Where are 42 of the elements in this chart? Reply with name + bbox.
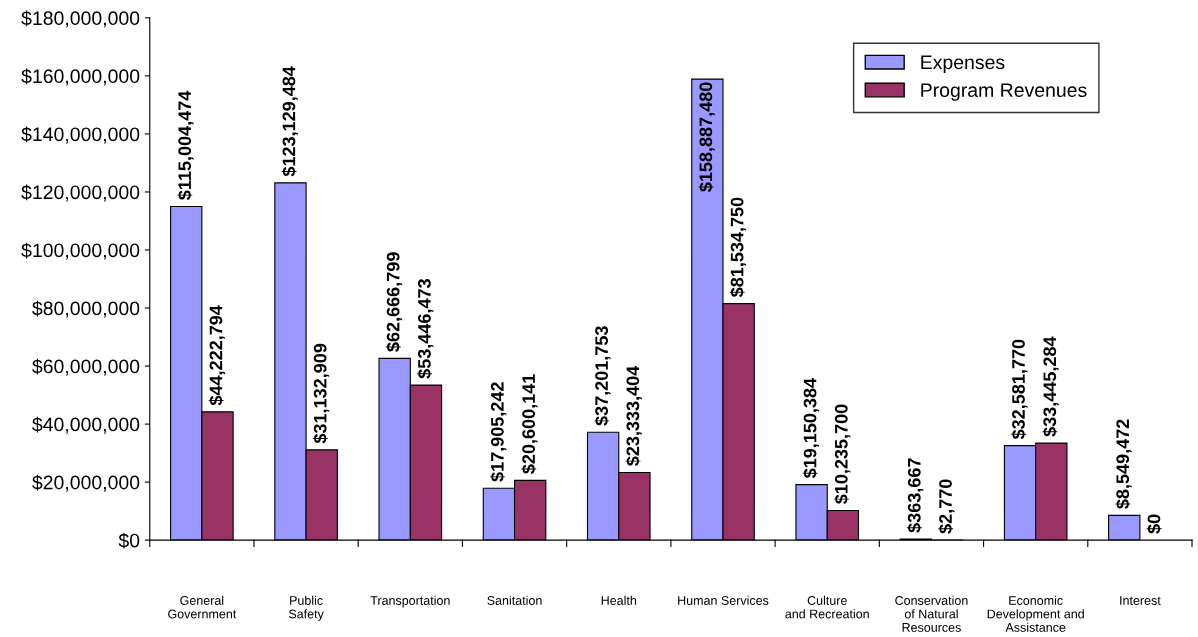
data-label: $10,235,700 (834, 404, 851, 504)
x-tick-label: Transportation (370, 595, 450, 608)
x-tick-label: Conservation of Natural Resources (895, 595, 968, 632)
data-label: $23,333,404 (625, 365, 642, 466)
y-tick-label: $0 (118, 532, 140, 549)
data-label: $20,600,141 (521, 374, 538, 474)
y-tick-label: $100,000,000 (21, 242, 140, 260)
data-label: $115,004,474 (177, 90, 194, 200)
data-label: $2,770 (938, 479, 955, 534)
x-tick-label: General Government (168, 595, 237, 619)
y-tick-label: $20,000,000 (32, 474, 140, 492)
y-tick-label: $80,000,000 (32, 300, 140, 318)
data-label: $33,445,284 (1042, 336, 1059, 437)
data-label: $158,887,480 (698, 82, 715, 192)
data-label: $8,549,472 (1115, 419, 1132, 509)
data-label: $363,667 (907, 458, 924, 533)
y-tick-label: $180,000,000 (21, 10, 140, 28)
data-label: $17,905,242 (490, 382, 507, 482)
data-label: $32,581,770 (1011, 339, 1028, 440)
data-label: $44,222,794 (208, 305, 225, 406)
x-tick-label: Interest (1120, 596, 1161, 605)
x-tick-label: Public Safety (288, 595, 324, 621)
data-label: $0 (1146, 514, 1162, 534)
y-tick-label: $120,000,000 (21, 184, 140, 202)
legend-label: Program Revenues (921, 83, 1087, 101)
x-tick-label: Culture and Recreation (785, 595, 869, 619)
x-tick-label: Health (601, 595, 637, 605)
legend-label: Expenses (921, 55, 1005, 74)
x-tick-label: Economic Development and Assistance (987, 595, 1084, 632)
x-tick-label: Sanitation (487, 595, 542, 605)
y-tick-label: $140,000,000 (21, 126, 140, 144)
data-label: $37,201,753 (594, 326, 611, 426)
y-tick-label: $60,000,000 (32, 358, 140, 376)
y-tick-label: $40,000,000 (32, 416, 140, 434)
data-label: $31,132,909 (312, 343, 330, 444)
data-label: $19,150,384 (802, 378, 820, 479)
data-label: $123,129,484 (281, 66, 298, 177)
data-label: $81,534,750 (729, 197, 747, 298)
data-label: $53,446,473 (417, 279, 434, 379)
y-tick-label: $160,000,000 (21, 68, 140, 86)
data-label: $62,666,799 (385, 252, 403, 352)
x-tick-label: Human Services (678, 595, 769, 605)
